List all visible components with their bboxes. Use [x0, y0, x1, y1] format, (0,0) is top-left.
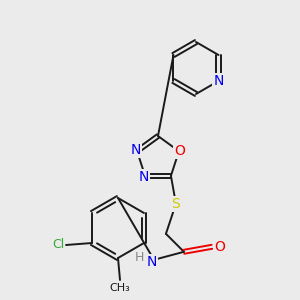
Text: N: N [131, 143, 141, 157]
Text: H: H [135, 251, 145, 264]
Text: S: S [172, 197, 180, 211]
Text: Cl: Cl [52, 238, 64, 251]
Text: N: N [139, 170, 149, 184]
Text: N: N [147, 255, 157, 269]
Text: CH₃: CH₃ [110, 283, 130, 293]
Text: N: N [213, 74, 224, 88]
Text: O: O [175, 144, 185, 158]
Text: O: O [214, 240, 225, 254]
